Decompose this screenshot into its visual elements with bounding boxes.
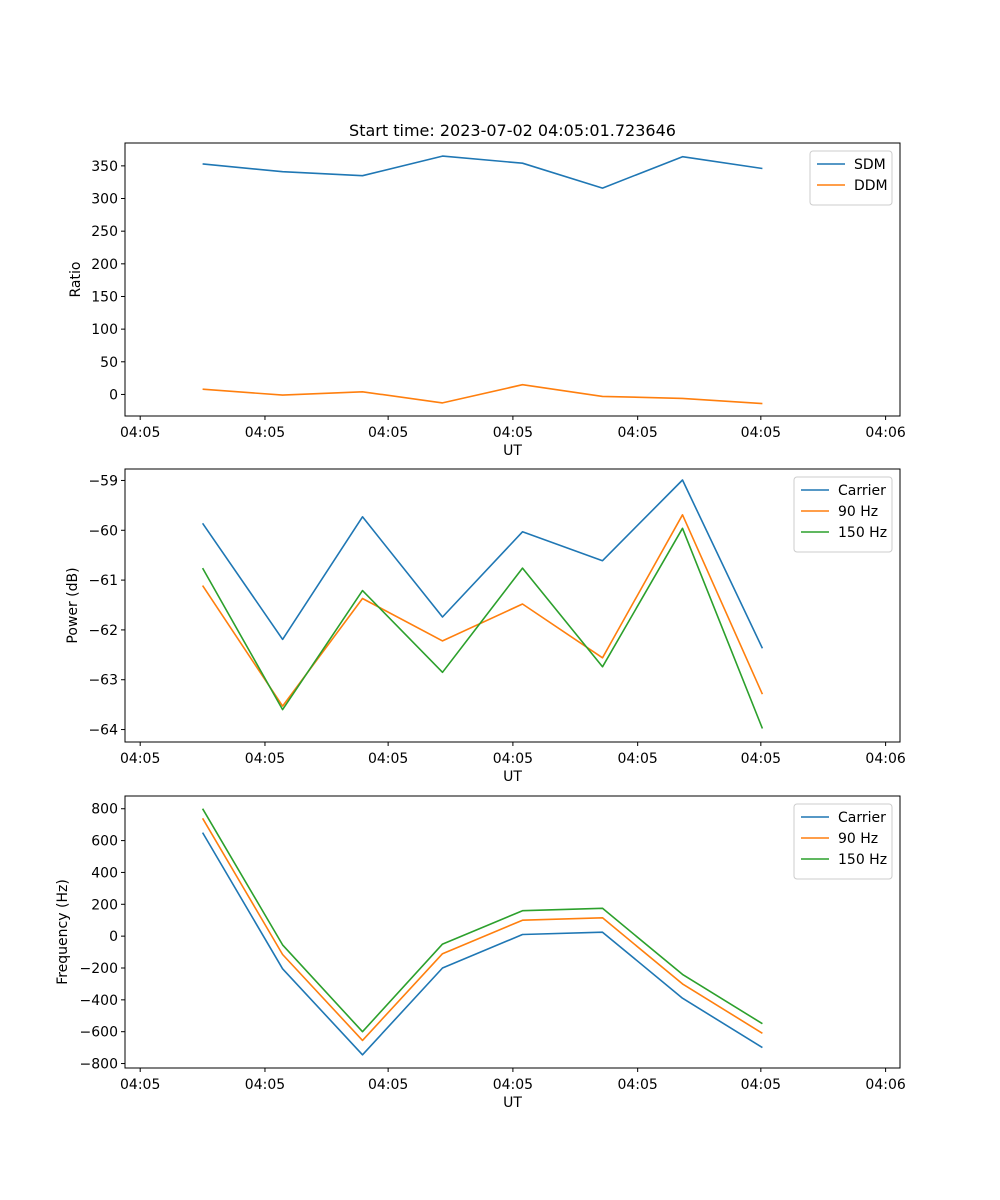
x-tick-label: 04:05 [741,1077,781,1093]
legend: SDM DDM [809,150,893,206]
y-tick-label: −200 [80,961,118,977]
series-line-90-hz [201,513,764,707]
x-tick-label: 04:05 [368,1077,408,1093]
x-axis-label: UT [503,443,522,459]
legend-entry: Carrier [838,810,886,826]
x-tick-label: 04:05 [120,425,160,441]
y-tick-label: 400 [91,865,118,881]
x-tick-label: 04:05 [368,751,408,767]
y-tick-label: −62 [88,623,118,639]
chart-panel-3: 04:05 04:05 04:05 04:05 04:05 04:05 04:06 800 60… [55,795,906,1111]
y-tick-label: −800 [80,1057,118,1073]
y-tick-label: 250 [91,224,118,240]
x-tick-label: 04:05 [120,1077,160,1093]
series-line-carrier [201,479,764,649]
y-tick-label: 800 [91,802,118,818]
x-tick-label: 04:05 [493,1077,533,1093]
y-tick-label: −61 [88,573,118,589]
y-tick-label: 350 [91,159,118,175]
legend: Carrier 90 Hz 150 Hz [793,803,893,880]
legend-box [793,803,893,880]
y-tick-label: 50 [100,355,118,371]
y-tick-label: 300 [91,192,118,208]
x-tick-label: 04:06 [865,751,905,767]
plot-frame [124,142,901,417]
y-tick-label: −400 [80,993,118,1009]
y-tick-label: 200 [91,257,118,273]
x-axis-label: UT [503,1095,522,1111]
x-tick-label: 04:05 [368,425,408,441]
x-tick-label: 04:05 [617,425,657,441]
x-axis-label: UT [503,769,522,785]
y-tick-label: −59 [88,473,118,489]
x-tick-label: 04:05 [245,751,285,767]
series-line-ddm [202,383,763,405]
y-axis-label: Ratio [68,262,84,298]
y-tick-label: −60 [88,523,118,539]
y-tick-label: 200 [91,897,118,913]
chart-title: Start time: 2023-07-02 04:05:01.723646 [349,121,676,140]
series-line-90-hz [201,817,763,1042]
y-axis-label: Frequency (Hz) [55,879,71,985]
legend: Carrier 90 Hz 150 Hz [793,476,893,553]
series-line-150-hz [201,527,764,729]
chart-panel-1: Start time: 2023-07-02 04:05:01.723646 04… [68,121,906,459]
y-tick-label: 150 [91,289,118,305]
x-tick-label: 04:06 [865,1077,905,1093]
x-tick-label: 04:05 [120,751,160,767]
series-line-carrier [201,832,763,1056]
series-line-150-hz [201,808,763,1033]
x-tick-label: 04:06 [865,425,905,441]
y-tick-label: 0 [109,387,118,403]
legend-entry: 90 Hz [838,504,878,520]
x-tick-label: 04:05 [617,1077,657,1093]
legend-box [793,476,893,553]
legend-entry: 90 Hz [838,831,878,847]
legend-entry: SDM [854,157,886,173]
y-axis-label: Power (dB) [65,567,81,643]
x-tick-label: 04:05 [741,425,781,441]
plot-frame [124,795,901,1069]
chart-panel-2: 04:05 04:05 04:05 04:05 04:05 04:05 04:06 −59 −6… [65,468,906,785]
y-tick-label: 100 [91,322,118,338]
legend-entry: DDM [854,178,888,194]
y-tick-label: −64 [88,723,118,739]
y-tick-label: 0 [109,929,118,945]
y-tick-label: −600 [80,1025,118,1041]
x-tick-label: 04:05 [493,751,533,767]
x-tick-label: 04:05 [245,425,285,441]
x-tick-label: 04:05 [617,751,657,767]
x-tick-label: 04:05 [245,1077,285,1093]
y-tick-label: 600 [91,834,118,850]
legend-entry: 150 Hz [838,852,887,868]
y-tick-label: −63 [88,673,118,689]
legend-entry: 150 Hz [838,525,887,541]
x-tick-label: 04:05 [741,751,781,767]
x-tick-label: 04:05 [493,425,533,441]
plot-frame [124,468,901,743]
legend-entry: Carrier [838,483,886,499]
series-line-sdm [202,155,763,189]
